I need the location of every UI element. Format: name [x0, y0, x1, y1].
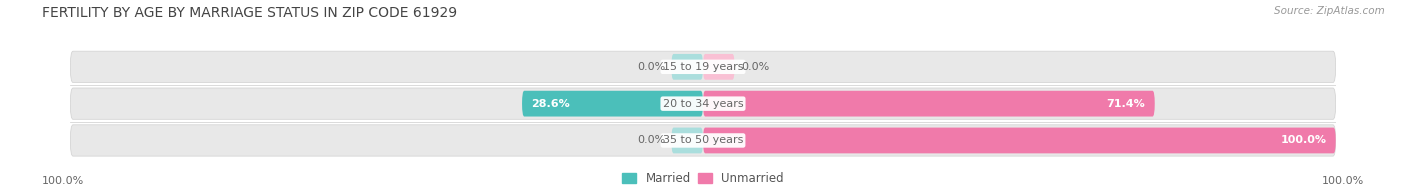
- Legend: Married, Unmarried: Married, Unmarried: [617, 168, 789, 190]
- Text: 71.4%: 71.4%: [1107, 99, 1146, 109]
- Text: Source: ZipAtlas.com: Source: ZipAtlas.com: [1274, 6, 1385, 16]
- Text: 0.0%: 0.0%: [637, 135, 665, 145]
- Text: 100.0%: 100.0%: [42, 176, 84, 186]
- FancyBboxPatch shape: [703, 128, 1336, 153]
- FancyBboxPatch shape: [70, 125, 1336, 156]
- Text: 0.0%: 0.0%: [637, 62, 665, 72]
- Text: FERTILITY BY AGE BY MARRIAGE STATUS IN ZIP CODE 61929: FERTILITY BY AGE BY MARRIAGE STATUS IN Z…: [42, 6, 457, 20]
- Text: 100.0%: 100.0%: [1281, 135, 1326, 145]
- FancyBboxPatch shape: [522, 91, 703, 117]
- FancyBboxPatch shape: [672, 128, 703, 153]
- Text: 20 to 34 years: 20 to 34 years: [662, 99, 744, 109]
- Text: 28.6%: 28.6%: [531, 99, 571, 109]
- FancyBboxPatch shape: [70, 88, 1336, 119]
- FancyBboxPatch shape: [672, 54, 703, 80]
- Text: 35 to 50 years: 35 to 50 years: [662, 135, 744, 145]
- Text: 0.0%: 0.0%: [741, 62, 769, 72]
- FancyBboxPatch shape: [703, 54, 734, 80]
- Text: 100.0%: 100.0%: [1322, 176, 1364, 186]
- FancyBboxPatch shape: [703, 91, 1154, 117]
- FancyBboxPatch shape: [70, 51, 1336, 83]
- Text: 15 to 19 years: 15 to 19 years: [662, 62, 744, 72]
